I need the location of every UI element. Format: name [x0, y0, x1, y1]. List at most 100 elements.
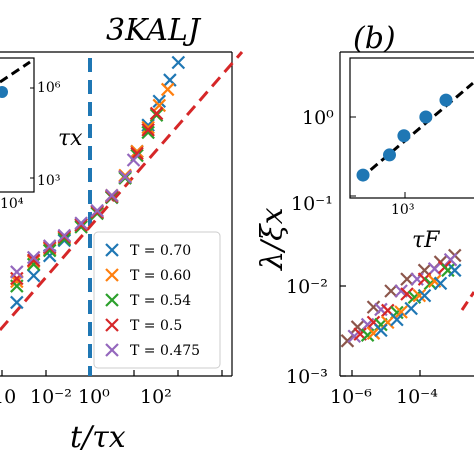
- data-point: [141, 120, 155, 135]
- data-point: [400, 272, 414, 286]
- data-point: [417, 288, 432, 303]
- panel-b-markers: [340, 248, 462, 348]
- data-point: [141, 125, 155, 140]
- data-point: [152, 94, 167, 109]
- data-point: [10, 265, 24, 279]
- panel-b-inset: 10⁰ 10⁻¹ 10³ τF: [291, 57, 474, 253]
- xtick-label: 10⁰: [78, 386, 110, 408]
- panel-a-xtick-labels: 10 10⁻² 10⁰ 10²: [0, 386, 172, 408]
- data-point: [433, 276, 448, 291]
- data-point: [412, 288, 427, 303]
- inset-b-point: [439, 93, 453, 107]
- data-point: [340, 334, 355, 348]
- data-point: [390, 312, 404, 327]
- legend-marker: [105, 343, 119, 357]
- data-point: [126, 153, 141, 167]
- panel-b-label: (b): [353, 21, 396, 56]
- data-point: [400, 287, 414, 301]
- data-point: [441, 263, 455, 278]
- data-point: [130, 144, 144, 159]
- data-point: [74, 218, 88, 232]
- data-point: [74, 220, 88, 234]
- legend-frame: [93, 231, 221, 369]
- legend-marker: [105, 268, 119, 282]
- inset-a-reference-line: [0, 60, 31, 84]
- panel-b-xtick-label: 10⁻⁴: [396, 386, 438, 408]
- data-point: [374, 323, 388, 338]
- data-point: [384, 284, 398, 298]
- legend-label: T = 0.60: [130, 268, 191, 284]
- panel-a: 3KALJ 10 10⁻² 10⁰ 10² t/τx 10⁶ 10³ 10⁴ τ…: [0, 13, 244, 455]
- data-point: [152, 98, 167, 113]
- inset-a-frame: [0, 57, 35, 193]
- data-point: [149, 108, 164, 122]
- data-point: [417, 272, 432, 286]
- data-point: [26, 253, 41, 268]
- data-point: [74, 216, 88, 230]
- inset-b-point: [356, 168, 370, 182]
- data-point: [42, 243, 57, 258]
- inset-a-ylabel: τx: [58, 126, 83, 151]
- data-point: [26, 250, 41, 265]
- inset-b-markers: [356, 93, 453, 182]
- inset-a-point: [0, 86, 8, 98]
- data-point: [443, 252, 458, 267]
- legend-marker: [105, 293, 119, 307]
- data-point: [423, 276, 438, 291]
- inset-b-ytick-label: 10⁰: [302, 107, 334, 129]
- data-point: [42, 239, 57, 253]
- data-point: [350, 320, 365, 334]
- data-point: [394, 305, 408, 319]
- panel-b-red-reference-line: [460, 291, 474, 311]
- inset-b-reference-line: [358, 81, 474, 181]
- data-point: [366, 326, 381, 340]
- data-point: [90, 203, 104, 218]
- panel-b-xtick-label: 10⁻⁶: [330, 386, 372, 408]
- xtick-label: 10⁻²: [30, 386, 72, 408]
- data-point: [10, 295, 24, 310]
- inset-b-point: [397, 129, 411, 143]
- panel-a-markers: [10, 55, 186, 310]
- panel-a-title: 3KALJ: [106, 13, 202, 48]
- legend-marker: [105, 243, 119, 257]
- legend-label: T = 0.5: [130, 318, 182, 334]
- data-point: [404, 301, 418, 316]
- inset-b-point: [382, 148, 396, 162]
- data-point: [105, 188, 119, 203]
- data-point: [149, 106, 164, 121]
- data-point: [57, 228, 72, 243]
- data-point: [447, 263, 462, 278]
- legend-label: T = 0.54: [130, 293, 191, 309]
- data-point: [141, 123, 155, 137]
- data-point: [26, 268, 41, 283]
- panel-b: (b) 10⁻² 10⁻³ 10⁻⁶ 10⁻⁴ λ/ξx 10⁰: [255, 21, 474, 408]
- data-point: [366, 300, 381, 314]
- legend-label: T = 0.475: [130, 343, 200, 359]
- inset-b-point: [419, 110, 433, 124]
- inset-b-ytick-label: 10⁻¹: [291, 193, 333, 215]
- data-point: [171, 55, 186, 70]
- inset-b-xtick-label: 10³: [391, 202, 414, 218]
- xtick-label: 10²: [140, 386, 172, 408]
- legend-label: T = 0.70: [130, 243, 191, 259]
- panel-a-red-reference-line: [0, 51, 244, 331]
- panel-a-xlabel: t/τx: [70, 420, 126, 455]
- panel-b-ytick-label: 10⁻²: [286, 276, 328, 298]
- data-point: [57, 232, 72, 246]
- inset-a-ytick-label: 10⁶: [37, 80, 61, 96]
- panel-a-xticks: [1, 370, 223, 376]
- panel-a-inset: 10⁶ 10³ 10⁴ τx: [0, 57, 83, 212]
- xtick-label: 10: [0, 386, 16, 408]
- data-point: [130, 146, 144, 161]
- inset-b-frame: [349, 57, 474, 199]
- inset-b-xlabel: τF: [412, 228, 440, 253]
- panel-b-ytick-label: 10⁻³: [286, 366, 328, 388]
- data-point: [160, 82, 175, 97]
- panel-b-ylabel: λ/ξx: [255, 207, 290, 271]
- data-point: [10, 274, 24, 289]
- inset-a-xtick-label: 10⁴: [0, 196, 24, 212]
- panel-a-legend: T = 0.70 T = 0.60 T = 0.54 T = 0.5 T = 0.475: [93, 231, 221, 369]
- legend-marker: [105, 318, 119, 332]
- inset-a-ytick-label: 10³: [37, 173, 60, 189]
